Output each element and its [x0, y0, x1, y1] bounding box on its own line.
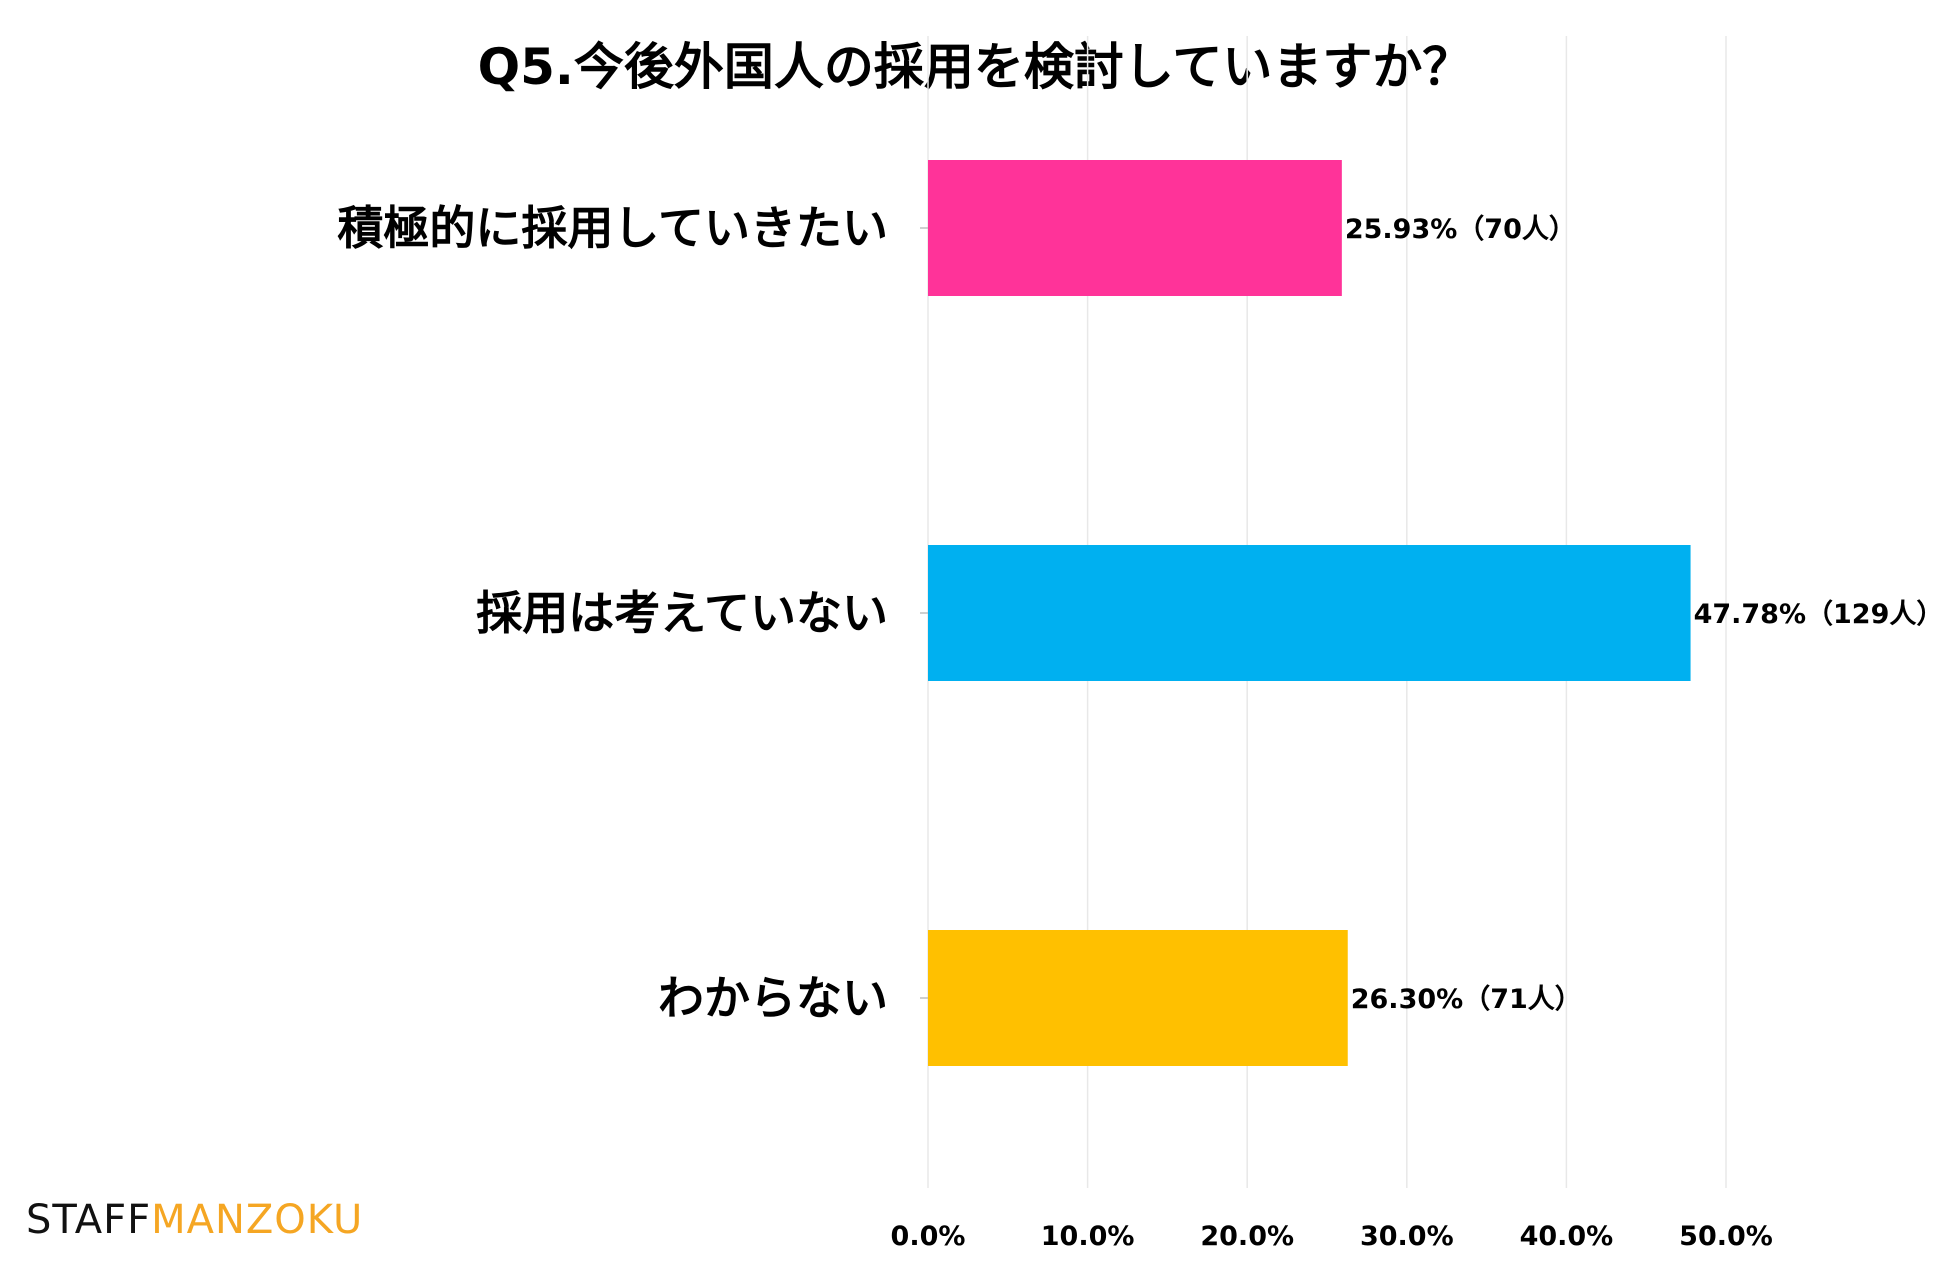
bar — [928, 545, 1691, 681]
bar — [928, 160, 1342, 296]
category-label: 採用は考えていない — [476, 586, 888, 640]
x-tick-label: 40.0% — [1520, 1221, 1614, 1252]
data-label: 47.78%（129人） — [1694, 599, 1944, 630]
data-label: 26.30%（71人） — [1351, 984, 1582, 1015]
data-label: 25.93%（70人） — [1345, 214, 1576, 245]
staffmanzoku-logo: STAFFMANZOKU — [26, 1200, 363, 1240]
x-tick-label: 50.0% — [1679, 1221, 1773, 1252]
x-tick-label: 10.0% — [1041, 1221, 1135, 1252]
chart-title: Q5.今後外国人の採用を検討していますか？ — [478, 38, 1473, 96]
x-axis-tick-labels: 0.0% 10.0% 20.0% 30.0% 40.0% 50.0% — [891, 1221, 1773, 1252]
logo-text-manzoku: MANZOKU — [151, 1197, 364, 1243]
data-labels: 25.93%（70人） 47.78%（129人） 26.30%（71人） — [1345, 214, 1944, 1015]
logo-text-staff: STAFF — [26, 1197, 152, 1243]
category-label: わからない — [658, 971, 888, 1025]
bar — [928, 930, 1348, 1066]
x-tick-label: 20.0% — [1200, 1221, 1294, 1252]
bars — [928, 160, 1691, 1066]
x-tick-label: 0.0% — [891, 1221, 966, 1252]
x-tick-label: 30.0% — [1360, 1221, 1454, 1252]
category-label: 積極的に採用していきたい — [337, 201, 888, 255]
